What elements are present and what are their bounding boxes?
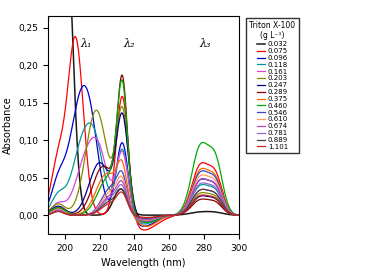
- Text: λ₁: λ₁: [80, 39, 92, 49]
- Y-axis label: Absorbance: Absorbance: [3, 96, 12, 154]
- X-axis label: Wavelength (nm): Wavelength (nm): [101, 258, 185, 268]
- Text: λ₃: λ₃: [200, 39, 211, 49]
- Text: λ₂: λ₂: [124, 39, 135, 49]
- Legend: 0.032, 0.075, 0.096, 0.118, 0.161, 0.203, 0.247, 0.289, 0.375, 0.460, 0.546, 0.6: 0.032, 0.075, 0.096, 0.118, 0.161, 0.203…: [246, 18, 299, 153]
